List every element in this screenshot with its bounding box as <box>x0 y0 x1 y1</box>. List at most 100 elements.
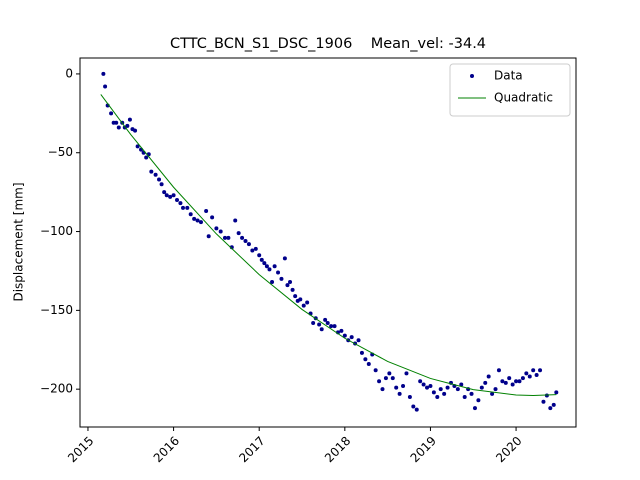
data-point <box>175 198 180 203</box>
data-point <box>366 361 371 366</box>
data-point <box>390 376 395 381</box>
data-point <box>159 182 164 187</box>
data-point <box>264 264 269 269</box>
data-point <box>168 194 173 199</box>
data-point <box>144 155 149 160</box>
data-point <box>483 380 488 385</box>
data-point <box>253 246 258 251</box>
data-point <box>373 368 378 373</box>
data-point <box>262 261 267 266</box>
data-point <box>428 384 433 389</box>
data-point <box>397 391 402 396</box>
data-point <box>103 84 108 89</box>
data-point <box>226 235 231 240</box>
y-tick-label: −50 <box>48 145 73 159</box>
data-point <box>377 379 382 384</box>
data-point <box>214 226 219 231</box>
data-point <box>431 390 436 395</box>
data-point <box>290 287 295 292</box>
data-point <box>198 220 203 225</box>
legend-box <box>449 63 571 117</box>
y-tick-label: 0 <box>65 66 73 80</box>
data-point <box>109 111 114 116</box>
data-point <box>541 399 546 404</box>
data-point <box>276 270 281 275</box>
data-point <box>342 333 347 338</box>
data-point <box>524 371 529 376</box>
data-point <box>496 368 501 373</box>
data-point <box>133 128 138 133</box>
legend-label: Quadratic <box>494 91 553 105</box>
data-point <box>414 407 419 412</box>
data-point <box>514 379 519 384</box>
x-axis-label: Measurement Date <box>271 479 386 480</box>
data-point <box>162 190 167 195</box>
data-point <box>407 395 412 400</box>
data-point <box>435 395 440 400</box>
data-point <box>204 209 209 214</box>
data-point <box>554 390 559 395</box>
data-point <box>548 406 553 411</box>
fit-line <box>100 94 557 396</box>
data-point <box>257 253 262 258</box>
data-point <box>153 172 158 177</box>
data-point <box>185 205 190 210</box>
data-point <box>114 120 119 125</box>
data-point <box>317 322 322 327</box>
data-point <box>394 385 399 390</box>
y-axis-label: Displacement [mm] <box>12 182 26 301</box>
data-point <box>243 239 248 244</box>
data-point <box>195 218 200 223</box>
data-point <box>298 297 303 302</box>
data-point <box>442 391 447 396</box>
data-point <box>507 376 512 381</box>
data-point <box>116 125 121 130</box>
data-point <box>293 294 298 299</box>
data-point <box>455 387 460 392</box>
data-point <box>469 391 474 396</box>
data-point <box>411 404 416 409</box>
data-point <box>404 371 409 376</box>
data-point <box>500 379 505 384</box>
data-point <box>339 328 344 333</box>
data-point <box>332 324 337 329</box>
data-point <box>305 300 310 305</box>
data-point <box>164 193 169 198</box>
data-point <box>125 123 130 128</box>
data-point <box>325 320 330 325</box>
data-point <box>157 177 162 182</box>
plot-area <box>100 71 559 412</box>
data-point <box>101 71 106 76</box>
data-point <box>421 382 426 387</box>
data-point <box>538 368 543 373</box>
data-point <box>311 320 316 325</box>
data-point <box>218 229 223 234</box>
data-point <box>246 242 251 247</box>
data-point <box>479 385 484 390</box>
plot-frame <box>79 57 577 428</box>
y-tick-label: −150 <box>40 303 73 317</box>
data-point <box>178 201 183 206</box>
data-point <box>236 231 241 236</box>
data-point <box>476 398 481 403</box>
data-point <box>359 350 364 355</box>
y-tick-label: −200 <box>40 382 73 396</box>
data-point <box>206 234 211 239</box>
data-point <box>210 215 215 220</box>
data-point <box>438 387 443 392</box>
data-point <box>171 193 176 198</box>
data-point <box>551 402 556 407</box>
chart-title: CTTC_BCN_S1_DSC_1906 Mean_vel: -34.4 <box>170 36 486 52</box>
data-point <box>520 376 525 381</box>
data-point <box>288 279 293 284</box>
data-point <box>282 256 287 261</box>
data-point <box>192 216 197 221</box>
data-point <box>380 387 385 392</box>
data-point <box>383 376 388 381</box>
data-point <box>531 368 536 373</box>
data-point <box>534 372 539 377</box>
data-point <box>490 391 495 396</box>
data-point <box>188 212 193 217</box>
data-point <box>135 144 140 149</box>
